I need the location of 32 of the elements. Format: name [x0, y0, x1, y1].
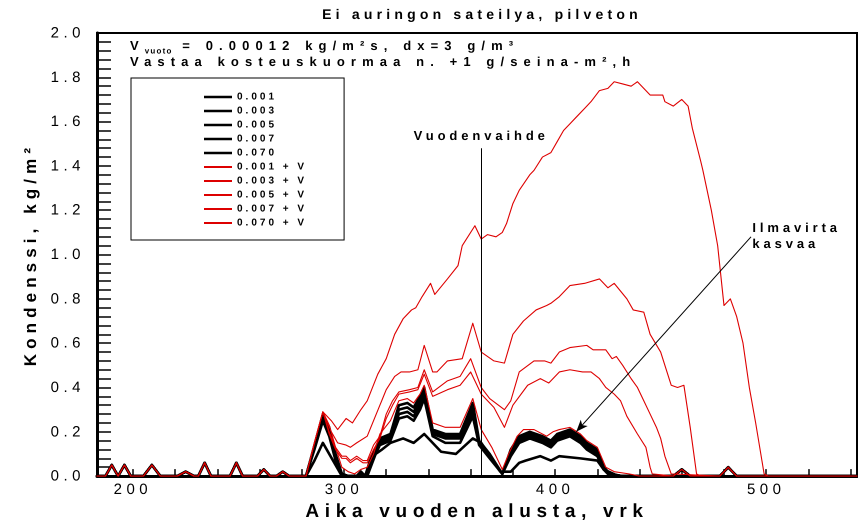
legend-label: 0.001 + V	[237, 162, 308, 172]
legend-label: 0.070 + V	[237, 218, 308, 228]
y-tick-label: 1.0	[50, 246, 85, 264]
x-tick-label: 400	[536, 481, 574, 498]
y-tick-label: 2.0	[50, 24, 85, 42]
y-tick-label: 0.2	[50, 423, 85, 440]
x-tick-label: 300	[324, 481, 364, 498]
legend-label: 0.003 + V	[237, 176, 308, 186]
legend-label: 0.070	[237, 148, 278, 158]
legend-label: 0.001	[237, 92, 278, 102]
y-tick-label: 0.6	[50, 334, 85, 352]
x-axis-title: Aika vuoden alusta, vrk	[305, 501, 649, 522]
x-tick-label: 200	[114, 481, 152, 498]
ref-line-label: Vuodenvaihde	[414, 128, 549, 144]
y-axis-title: Kondenssi, kg/m²	[21, 142, 40, 366]
y-tick-label: 0.8	[50, 290, 85, 308]
chart-title: Ei auringon sateilya, pilveton	[322, 6, 642, 22]
annotation: Ilmavirta kasvaa	[752, 220, 848, 251]
y-tick-label: 1.4	[50, 157, 85, 174]
text: V$_{vuoto}$ = 0.00012 kg/m²s, dx=3 g/m³	[130, 38, 520, 56]
legend-label: 0.005 + V	[237, 190, 308, 200]
y-tick-label: 1.2	[50, 202, 85, 219]
annotation: Vastaa kosteuskuormaa n. +1 g/seina-m²,h	[130, 54, 636, 70]
legend-label: 0.007 + V	[237, 204, 308, 214]
y-tick-label: 1.8	[50, 68, 85, 86]
y-tick-label: 0.4	[50, 378, 85, 396]
legend-label: 0.007	[237, 134, 278, 144]
x-tick-label: 500	[746, 481, 786, 498]
legend-label: 0.005	[237, 120, 278, 130]
y-tick-label: 0.0	[50, 468, 85, 485]
y-tick-label: 1.6	[50, 113, 85, 130]
legend-label: 0.003	[237, 106, 278, 116]
